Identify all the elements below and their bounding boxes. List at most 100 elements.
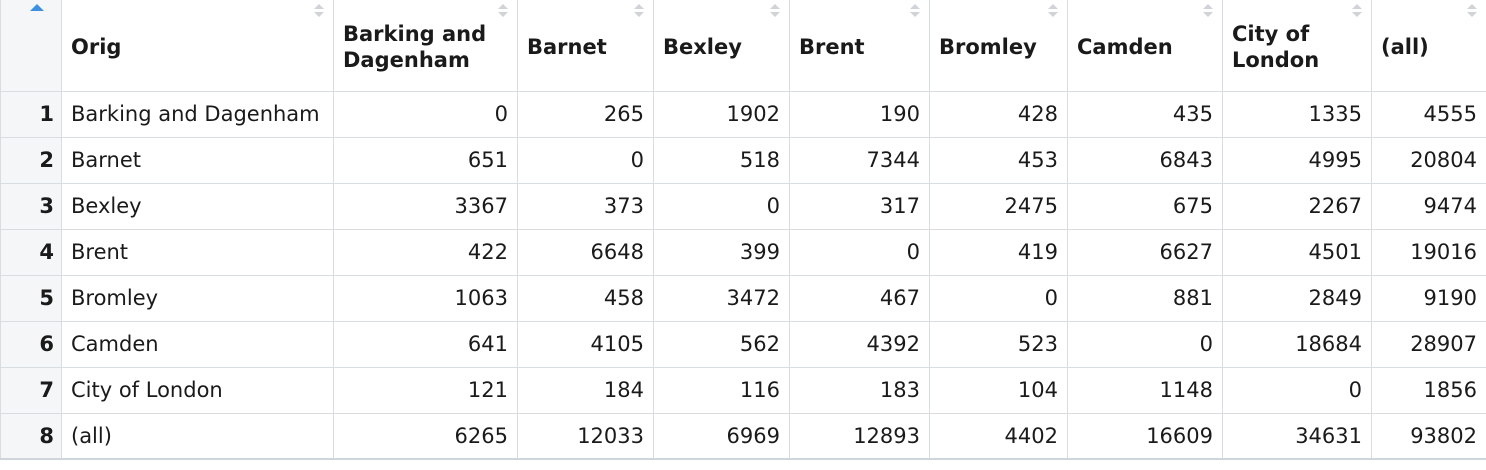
cell-value: 0 bbox=[929, 274, 1068, 322]
column-header-city-of-london[interactable]: City of London bbox=[1222, 0, 1372, 92]
cell-value: 2849 bbox=[1222, 274, 1372, 322]
cell-value: 4402 bbox=[929, 412, 1068, 460]
cell-value: 317 bbox=[789, 182, 930, 230]
cell-value: 435 bbox=[1067, 90, 1223, 138]
column-header-label: Brent bbox=[799, 35, 865, 60]
cell-value: 523 bbox=[929, 320, 1068, 368]
cell-orig: Brent bbox=[61, 228, 334, 276]
row-number: 3 bbox=[0, 182, 62, 230]
cell-value: 7344 bbox=[789, 136, 930, 184]
cell-value: 6843 bbox=[1067, 136, 1223, 184]
sort-icon[interactable] bbox=[313, 2, 325, 20]
cell-value: 419 bbox=[929, 228, 1068, 276]
cell-value: 16609 bbox=[1067, 412, 1223, 460]
cell-value: 0 bbox=[653, 182, 790, 230]
sort-icon[interactable] bbox=[769, 2, 781, 20]
cell-value: 9474 bbox=[1371, 182, 1486, 230]
cell-value: 881 bbox=[1067, 274, 1223, 322]
cell-value: 373 bbox=[517, 182, 654, 230]
cell-value: 4555 bbox=[1371, 90, 1486, 138]
cell-value: 0 bbox=[1067, 320, 1223, 368]
table-row[interactable]: 1 Barking and Dagenham 0 265 1902 190 428 435 13… bbox=[0, 90, 1486, 138]
table-row[interactable]: 2 Barnet 651 0 518 7344 453 6843 4995 20804 bbox=[0, 136, 1486, 184]
table-body: 1 Barking and Dagenham 0 265 1902 190 428 435 13… bbox=[0, 90, 1486, 460]
column-header-all[interactable]: (all) bbox=[1371, 0, 1486, 92]
row-number: 5 bbox=[0, 274, 62, 322]
cell-value: 1063 bbox=[333, 274, 518, 322]
column-header-camden[interactable]: Camden bbox=[1067, 0, 1223, 92]
sort-icon[interactable] bbox=[1466, 2, 1478, 20]
sort-ascending-icon[interactable] bbox=[30, 2, 44, 20]
cell-value: 9190 bbox=[1371, 274, 1486, 322]
cell-value: 265 bbox=[517, 90, 654, 138]
cell-value: 4392 bbox=[789, 320, 930, 368]
cell-orig: (all) bbox=[61, 412, 334, 460]
sort-icon[interactable] bbox=[633, 2, 645, 20]
cell-value: 104 bbox=[929, 366, 1068, 414]
cell-value: 6265 bbox=[333, 412, 518, 460]
cell-value: 20804 bbox=[1371, 136, 1486, 184]
cell-value: 93802 bbox=[1371, 412, 1486, 460]
cell-value: 422 bbox=[333, 228, 518, 276]
cell-orig: Barking and Dagenham bbox=[61, 90, 334, 138]
cell-orig: Camden bbox=[61, 320, 334, 368]
row-number: 8 bbox=[0, 412, 62, 460]
column-header-barking-and-dagenham[interactable]: Barking and Dagenham bbox=[333, 0, 518, 92]
cell-value: 399 bbox=[653, 228, 790, 276]
cell-value: 3472 bbox=[653, 274, 790, 322]
sort-icon[interactable] bbox=[909, 2, 921, 20]
cell-orig: Bromley bbox=[61, 274, 334, 322]
cell-value: 4501 bbox=[1222, 228, 1372, 276]
table-row[interactable]: 4 Brent 422 6648 399 0 419 6627 4501 19016 bbox=[0, 228, 1486, 276]
cell-value: 0 bbox=[517, 136, 654, 184]
row-number: 7 bbox=[0, 366, 62, 414]
column-header-label: Bexley bbox=[663, 35, 742, 60]
table-row[interactable]: 8 (all) 6265 12033 6969 12893 4402 16609 34631 93… bbox=[0, 412, 1486, 460]
table-row[interactable]: 7 City of London 121 184 116 183 104 1148 0 1856 bbox=[0, 366, 1486, 414]
cell-value: 6648 bbox=[517, 228, 654, 276]
cell-value: 562 bbox=[653, 320, 790, 368]
cell-value: 190 bbox=[789, 90, 930, 138]
cell-orig: Barnet bbox=[61, 136, 334, 184]
sort-icon[interactable] bbox=[1202, 2, 1214, 20]
column-header-bexley[interactable]: Bexley bbox=[653, 0, 790, 92]
column-header-index[interactable] bbox=[0, 0, 62, 92]
cell-value: 6627 bbox=[1067, 228, 1223, 276]
cell-orig: City of London bbox=[61, 366, 334, 414]
cell-value: 0 bbox=[1222, 366, 1372, 414]
cell-value: 3367 bbox=[333, 182, 518, 230]
cell-value: 467 bbox=[789, 274, 930, 322]
table-row[interactable]: 3 Bexley 3367 373 0 317 2475 675 2267 9474 bbox=[0, 182, 1486, 230]
column-header-brent[interactable]: Brent bbox=[789, 0, 930, 92]
cell-value: 0 bbox=[333, 90, 518, 138]
cell-value: 18684 bbox=[1222, 320, 1372, 368]
column-header-label: Orig bbox=[71, 35, 122, 60]
cell-value: 19016 bbox=[1371, 228, 1486, 276]
cell-value: 651 bbox=[333, 136, 518, 184]
column-header-barnet[interactable]: Barnet bbox=[517, 0, 654, 92]
column-header-bromley[interactable]: Bromley bbox=[929, 0, 1068, 92]
cell-value: 4995 bbox=[1222, 136, 1372, 184]
cell-value: 116 bbox=[653, 366, 790, 414]
column-header-orig[interactable]: Orig bbox=[61, 0, 334, 92]
cell-value: 34631 bbox=[1222, 412, 1372, 460]
column-header-label: Camden bbox=[1077, 35, 1173, 60]
column-header-label: City of London bbox=[1232, 22, 1320, 73]
cell-value: 458 bbox=[517, 274, 654, 322]
header-row: Orig Barking and Dagenham Barnet Bexley … bbox=[0, 0, 1486, 92]
table-row[interactable]: 6 Camden 641 4105 562 4392 523 0 18684 28907 bbox=[0, 320, 1486, 368]
cell-value: 518 bbox=[653, 136, 790, 184]
table-row[interactable]: 5 Bromley 1063 458 3472 467 0 881 2849 9190 bbox=[0, 274, 1486, 322]
sort-icon[interactable] bbox=[1047, 2, 1059, 20]
cell-value: 12893 bbox=[789, 412, 930, 460]
cell-orig: Bexley bbox=[61, 182, 334, 230]
cell-value: 12033 bbox=[517, 412, 654, 460]
cell-value: 1148 bbox=[1067, 366, 1223, 414]
cell-value: 453 bbox=[929, 136, 1068, 184]
cell-value: 184 bbox=[517, 366, 654, 414]
cell-value: 28907 bbox=[1371, 320, 1486, 368]
sort-icon[interactable] bbox=[497, 2, 509, 20]
column-header-label: Bromley bbox=[939, 35, 1037, 60]
sort-icon[interactable] bbox=[1351, 2, 1363, 20]
cell-value: 121 bbox=[333, 366, 518, 414]
